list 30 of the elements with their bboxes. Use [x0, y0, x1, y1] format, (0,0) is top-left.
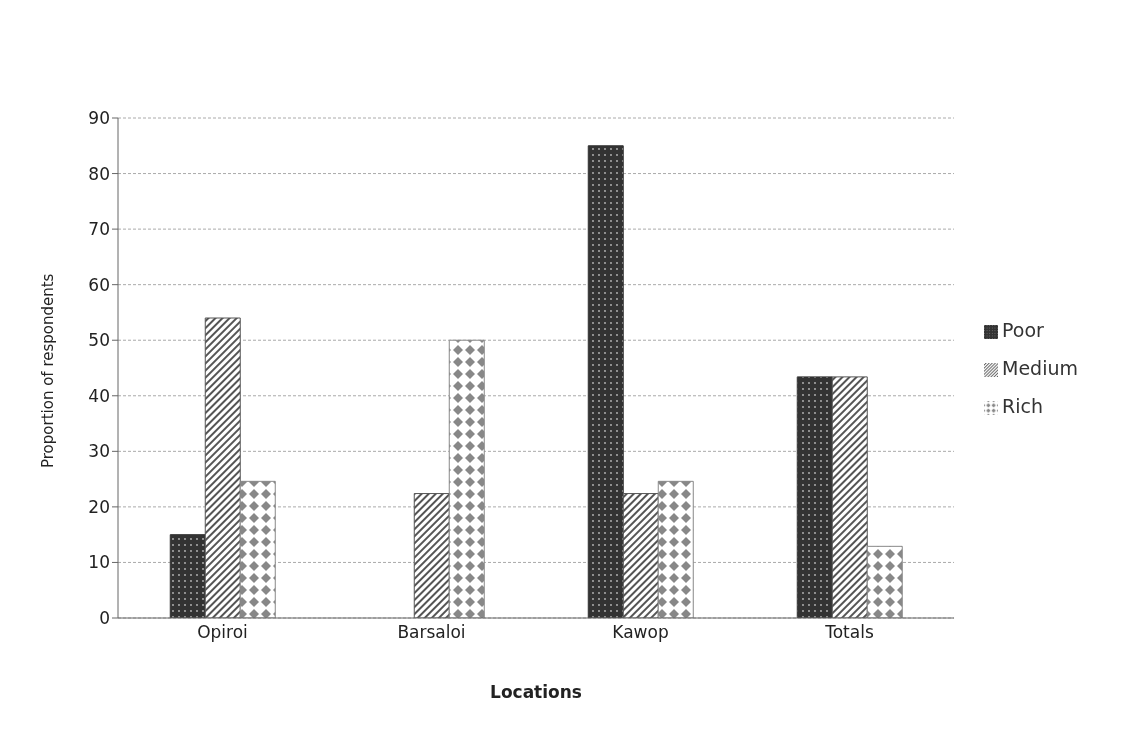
bar	[831, 376, 868, 618]
x-tick-label: Barsaloi	[397, 622, 466, 643]
y-axis-title: Proportion of respondents	[39, 273, 58, 468]
y-tick-label: 10	[88, 552, 110, 573]
y-tick-label: 0	[99, 608, 110, 629]
bar	[587, 145, 624, 618]
legend-label: Rich	[1002, 395, 1043, 417]
y-tick-label: 20	[88, 496, 110, 517]
x-tick-label: Totals	[824, 622, 874, 643]
y-tick-label: 90	[88, 108, 110, 129]
bar	[657, 480, 694, 618]
x-tick-label: Opiroi	[197, 622, 248, 643]
y-tick-label: 70	[88, 219, 110, 240]
bar	[169, 534, 206, 618]
y-tick-label: 30	[88, 441, 110, 462]
legend-label: Medium	[1002, 357, 1078, 379]
bar	[796, 376, 833, 618]
bar	[866, 545, 903, 618]
legend-label: Poor	[1002, 319, 1044, 341]
x-axis-title: Locations	[490, 682, 582, 702]
y-tick-label: 60	[88, 274, 110, 295]
bar	[448, 339, 485, 618]
y-tick-label: 50	[88, 330, 110, 351]
x-tick-label: Kawop	[612, 622, 669, 643]
bar	[239, 480, 276, 618]
y-tick-label: 80	[88, 163, 110, 184]
bar	[622, 493, 659, 618]
y-tick-label: 40	[88, 385, 110, 406]
bar	[204, 317, 241, 618]
bar	[413, 493, 450, 618]
